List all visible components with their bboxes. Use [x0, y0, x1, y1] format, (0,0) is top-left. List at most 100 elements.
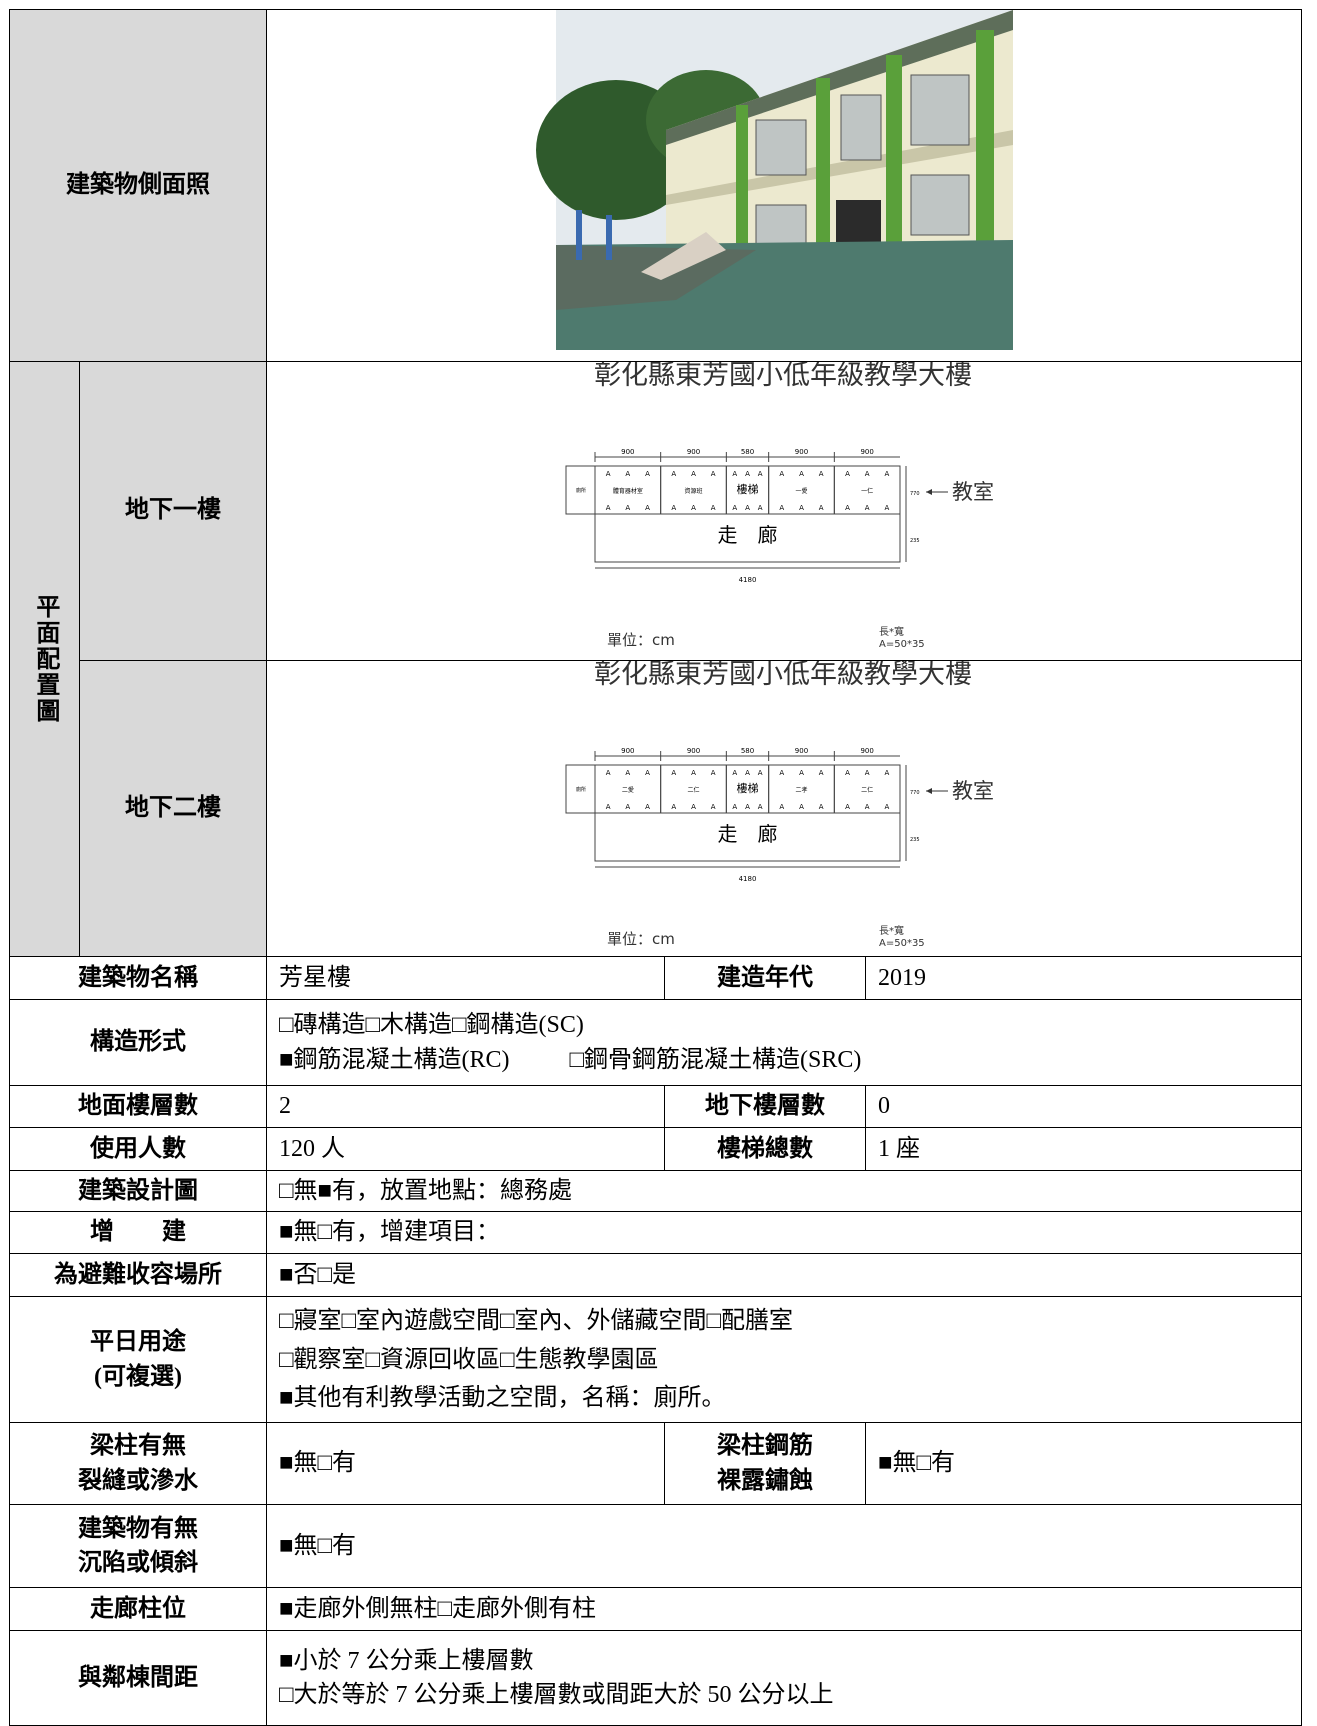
- label: 增 建: [9, 1211, 267, 1255]
- label: 為避難收容場所: [9, 1253, 267, 1298]
- column-mark: A: [732, 769, 737, 777]
- room-label: 樓梯: [737, 482, 759, 496]
- label-line: 裸露鏽蝕: [717, 1467, 813, 1494]
- plan-title: 彰化縣東芳國小低年級教學大樓: [594, 362, 972, 391]
- label-line: 沉陷或傾斜: [78, 1550, 198, 1577]
- column-mark: A: [779, 470, 784, 478]
- label-line: 梁柱有無: [90, 1433, 186, 1460]
- column-mark: A: [745, 504, 750, 512]
- room-label: 資源班: [684, 487, 702, 495]
- column-mark: A: [671, 504, 676, 512]
- label-line: 平日用途: [90, 1329, 186, 1356]
- plan-cell: 彰化縣東芳國小低年級教學大樓 廁所 體育器材室 900 A A A A A A 資源班 900 A A A A…: [266, 360, 1302, 661]
- column-mark: A: [645, 803, 650, 811]
- room-label: 體育器材室: [613, 487, 643, 495]
- depth: 235: [910, 538, 920, 544]
- arrow-head: [926, 488, 932, 495]
- column-mark: A: [625, 803, 630, 811]
- corridor-label: 走 廊: [718, 523, 778, 547]
- room-label: 廁所: [576, 786, 586, 793]
- line: ■鋼筋混凝土構造(RC) □鋼骨鋼筋混凝土構造(SRC): [279, 1043, 1301, 1078]
- value: 2019: [865, 956, 1302, 1001]
- label: 建築設計圖: [9, 1170, 267, 1213]
- column-mark: A: [758, 470, 763, 478]
- option: □鋼骨鋼筋混凝土構造(SRC): [569, 1046, 862, 1073]
- note: A=50*35: [879, 938, 925, 946]
- label-line: 裂縫或滲水: [78, 1467, 198, 1494]
- column-mark: A: [625, 769, 630, 777]
- column-mark: A: [758, 803, 763, 811]
- label-line: 建築物有無: [78, 1515, 198, 1542]
- plan-title: 彰化縣東芳國小低年級教學大樓: [594, 661, 972, 690]
- note: A=50*35: [879, 639, 925, 649]
- column-mark: A: [711, 769, 716, 777]
- dimension: 900: [621, 747, 634, 755]
- line: ■小於 7 公分乘上樓層數: [279, 1647, 534, 1674]
- unit: 單位：cm: [607, 930, 675, 946]
- room-label: 二仁: [861, 786, 873, 794]
- column-mark: A: [671, 769, 676, 777]
- column-mark: A: [758, 769, 763, 777]
- column-mark: A: [625, 470, 630, 478]
- room-label: 樓梯: [737, 781, 759, 795]
- label: 平面配置圖: [9, 360, 80, 958]
- room-type: 教室: [952, 779, 994, 803]
- label: 與鄰棟間距: [9, 1630, 267, 1726]
- corridor: [594, 812, 901, 862]
- column-mark: A: [865, 769, 870, 777]
- dimension: 900: [687, 747, 700, 755]
- column-mark: A: [845, 803, 850, 811]
- value: 1 座: [865, 1127, 1302, 1172]
- column-mark: A: [799, 769, 804, 777]
- label: 建築物有無沉陷或傾斜: [9, 1504, 267, 1589]
- column-mark: A: [732, 504, 737, 512]
- note: 長*寬: [879, 625, 904, 638]
- dimension: 580: [741, 747, 754, 755]
- column-mark: A: [779, 769, 784, 777]
- column-mark: A: [799, 803, 804, 811]
- column-mark: A: [845, 470, 850, 478]
- column-mark: A: [845, 504, 850, 512]
- room-label: 二愛: [622, 786, 634, 794]
- option: ■鋼筋混凝土構造(RC): [279, 1046, 510, 1073]
- room-type: 教室: [952, 480, 994, 504]
- dimension: 900: [687, 448, 700, 456]
- column-mark: A: [745, 803, 750, 811]
- room-label: 二仁: [687, 786, 699, 794]
- dimension: 580: [741, 448, 754, 456]
- label: 地下一樓: [79, 360, 267, 661]
- label: 地下樓層數: [664, 1085, 866, 1129]
- label: 走廊柱位: [9, 1587, 267, 1632]
- column-mark: A: [745, 470, 750, 478]
- label: 平日用途 (可複選): [9, 1296, 267, 1424]
- line: ■其他有利教學活動之空間，名稱：廁所。: [279, 1385, 726, 1412]
- value: ■無□有，增建項目：: [266, 1211, 1302, 1255]
- column-mark: A: [819, 470, 824, 478]
- dimension: 900: [795, 747, 808, 755]
- room-label: 廁所: [576, 487, 586, 494]
- depth: 770: [910, 790, 920, 796]
- value: ■無□有: [266, 1504, 1302, 1589]
- label-line: 梁柱鋼筋: [717, 1433, 813, 1460]
- value: 2: [266, 1085, 665, 1129]
- photo-cell: [266, 9, 1302, 362]
- note: 長*寬: [879, 924, 904, 937]
- column-mark: A: [732, 803, 737, 811]
- column-mark: A: [884, 470, 889, 478]
- column-mark: A: [645, 769, 650, 777]
- unit: 單位：cm: [607, 631, 675, 649]
- value: ■否□是: [266, 1253, 1302, 1298]
- column-mark: A: [884, 803, 889, 811]
- label: 建築物名稱: [9, 956, 267, 1001]
- column-mark: A: [606, 470, 611, 478]
- column-mark: A: [865, 470, 870, 478]
- vertical-label: 平面配置圖: [31, 594, 58, 725]
- column-mark: A: [819, 803, 824, 811]
- corridor-label: 走 廊: [718, 822, 778, 846]
- column-mark: A: [745, 769, 750, 777]
- label: 使用人數: [9, 1127, 267, 1172]
- dimension: 900: [795, 448, 808, 456]
- column-mark: A: [865, 504, 870, 512]
- column-mark: A: [819, 504, 824, 512]
